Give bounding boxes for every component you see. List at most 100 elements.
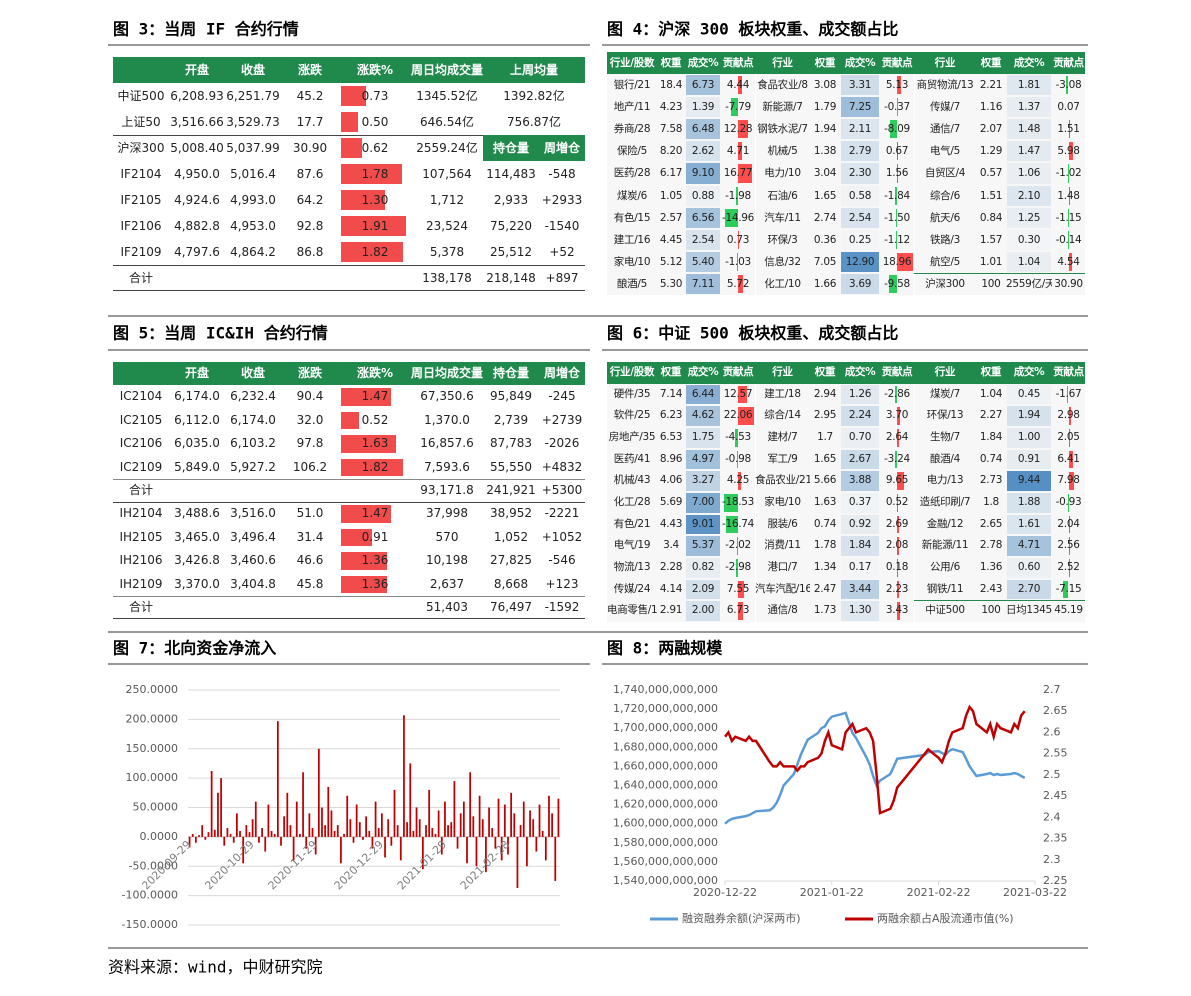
table-cell: 7.55 bbox=[721, 579, 755, 601]
share-shade bbox=[1007, 185, 1051, 206]
table-cell: 8,668 bbox=[493, 576, 529, 591]
table-cell: 570 bbox=[435, 529, 459, 544]
share-shade bbox=[1007, 493, 1051, 513]
table-cell: 3.69 bbox=[840, 273, 880, 295]
table-cell: 0.84 bbox=[979, 211, 1003, 224]
table-cell: 信息/32 bbox=[764, 255, 801, 268]
contribution-bar bbox=[738, 274, 743, 293]
share-shade bbox=[686, 273, 720, 294]
contribution-bar bbox=[738, 142, 742, 161]
table-cell: 1.82 bbox=[339, 239, 411, 265]
table-cell: 0.74 bbox=[979, 452, 1003, 465]
table: 行业/股数 权重 成交% 贡献点 行业 权重 成交% 贡献点 行业 权重 成交% 贡献点 银行/21 18… bbox=[607, 52, 1085, 295]
bar bbox=[289, 825, 292, 837]
bar bbox=[377, 828, 380, 837]
table-cell: 券商/28 bbox=[613, 123, 651, 136]
share-shade bbox=[841, 141, 879, 162]
bar bbox=[198, 835, 200, 837]
share-shade bbox=[841, 119, 879, 140]
line-series bbox=[724, 704, 1026, 815]
table-cell: 建材/7 bbox=[767, 431, 798, 443]
table-cell: 4,950.0 bbox=[174, 167, 220, 181]
bar bbox=[418, 819, 421, 837]
contribution-bar bbox=[738, 472, 742, 490]
table-cell: 2.07 bbox=[979, 123, 1003, 136]
table-cell: 行业 bbox=[755, 362, 810, 384]
table-cell: 食品农业/21 bbox=[755, 474, 810, 487]
bar bbox=[532, 819, 535, 837]
share-shade bbox=[686, 119, 720, 140]
y-tick-label: 0.0000 bbox=[140, 830, 179, 843]
contribution-bar bbox=[894, 385, 897, 404]
table-cell: 行业 bbox=[914, 52, 976, 75]
bar bbox=[551, 813, 554, 837]
x-tick-label: 2021-03-22 bbox=[1003, 886, 1067, 899]
share-shade bbox=[1007, 119, 1051, 140]
share-shade bbox=[1007, 384, 1051, 405]
figure-title: 图 8：两融规模 bbox=[607, 639, 723, 658]
table-cell: 3,496.4 bbox=[230, 529, 276, 544]
y-tick-label: 1,700,000,000,000 bbox=[613, 721, 718, 734]
table-cell: 1.84 bbox=[979, 431, 1003, 443]
table-cell: 3,426.8 bbox=[174, 553, 220, 568]
bar bbox=[387, 819, 390, 837]
y2-tick-label: 2.65 bbox=[1043, 704, 1068, 717]
table-cell: +897 bbox=[545, 271, 579, 285]
table-cell: 2.78 bbox=[979, 539, 1003, 552]
table-cell: IH2109 bbox=[119, 576, 163, 591]
table-cell: 6,208.93 bbox=[170, 89, 224, 103]
table-cell: 97.8 bbox=[296, 436, 324, 451]
table-cell: 1.88 bbox=[1006, 492, 1052, 514]
table-cell: 18.4 bbox=[659, 79, 683, 92]
table-cell: 5,016.4 bbox=[230, 167, 276, 181]
table-cell: 1.30 bbox=[840, 600, 880, 622]
table-cell: 1.73 bbox=[813, 604, 837, 617]
table-cell: 4,993.0 bbox=[230, 193, 276, 207]
bar bbox=[232, 836, 235, 843]
table-cell: 综合/14 bbox=[764, 409, 801, 422]
table-cell: IC2109 bbox=[119, 459, 163, 474]
contribution-bar bbox=[738, 164, 753, 183]
table-cell: 合计 bbox=[128, 600, 153, 614]
table-cell: 家电/10 bbox=[613, 255, 651, 268]
table-cell: IC2106 bbox=[119, 436, 163, 451]
table-cell: 16,857.6 bbox=[420, 436, 474, 451]
table-cell: +2739 bbox=[541, 412, 583, 427]
contribution-bar bbox=[1067, 494, 1069, 512]
table-cell: 2.62 bbox=[685, 140, 721, 162]
table-cell: 4.62 bbox=[685, 405, 721, 427]
bar bbox=[352, 836, 355, 843]
bar bbox=[491, 828, 494, 837]
bar bbox=[308, 813, 311, 837]
table-cell: 1.01 bbox=[979, 255, 1003, 268]
table-cell: 86.8 bbox=[296, 245, 324, 259]
contribution-bar bbox=[736, 186, 738, 205]
y2-tick-label: 2.6 bbox=[1043, 725, 1061, 738]
table-cell: 3.70 bbox=[880, 405, 914, 427]
share-shade bbox=[1007, 579, 1051, 600]
table-rule bbox=[113, 265, 585, 266]
bar bbox=[330, 810, 333, 837]
table-cell: 1.8 bbox=[983, 496, 999, 508]
table-cell: 中证500 bbox=[117, 89, 165, 103]
table-cell: 权重 bbox=[657, 362, 685, 384]
table-cell: 0.07 bbox=[1057, 98, 1080, 117]
table-cell: 3.4 bbox=[663, 539, 679, 552]
bar bbox=[371, 836, 374, 849]
change-bar bbox=[341, 190, 386, 210]
bar bbox=[541, 831, 544, 837]
table-cell: 2.65 bbox=[979, 517, 1003, 530]
table-cell: 酿酒/5 bbox=[616, 277, 648, 290]
bar bbox=[516, 836, 519, 888]
share-shade bbox=[841, 251, 879, 272]
table-cell: 7.58 bbox=[659, 123, 683, 136]
table-cell: 1.34 bbox=[813, 561, 837, 573]
table-cell: 9.44 bbox=[1006, 470, 1052, 492]
y2-tick-label: 2.55 bbox=[1043, 747, 1068, 760]
table-cell: 7.98 bbox=[1052, 470, 1085, 492]
bar bbox=[201, 825, 204, 837]
contribution-bar bbox=[738, 580, 744, 599]
share-shade bbox=[841, 97, 879, 118]
table-cell: 1.47 bbox=[339, 502, 411, 525]
share-shade bbox=[686, 384, 720, 405]
